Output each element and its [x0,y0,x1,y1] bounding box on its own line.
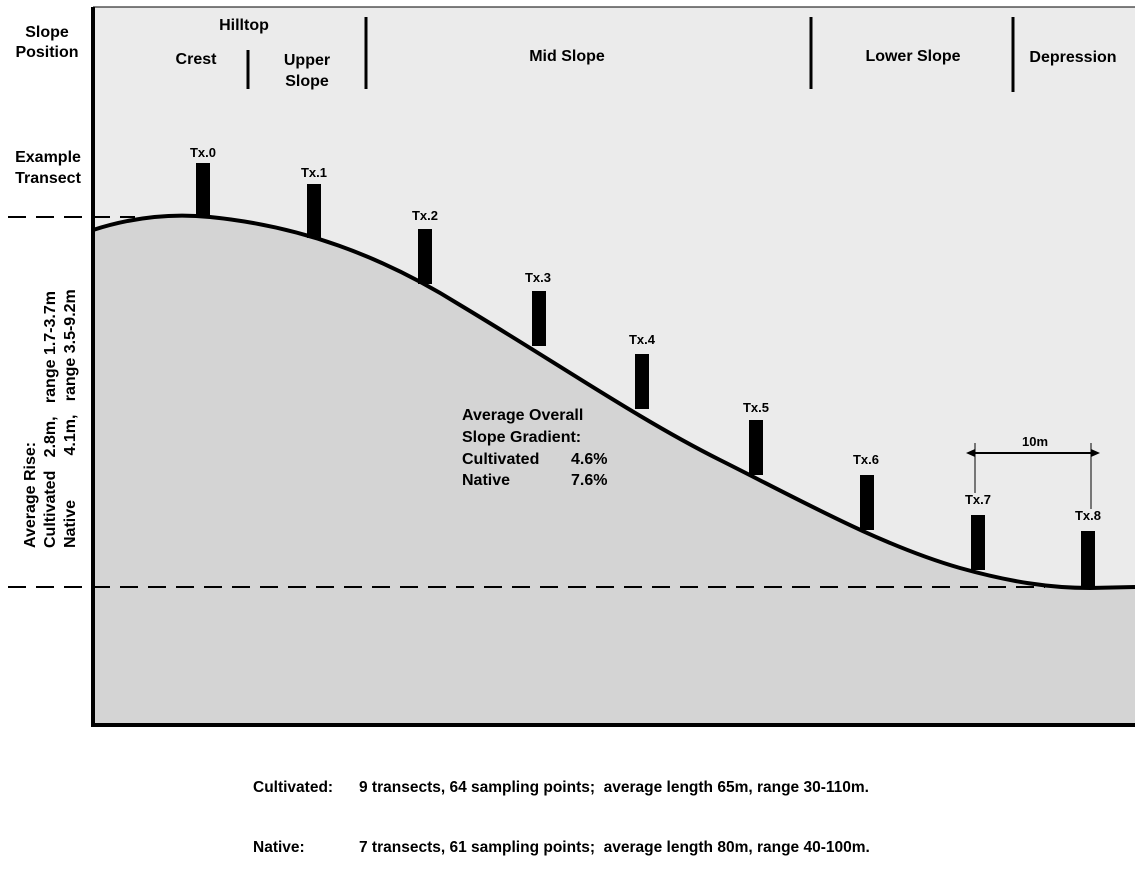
upper-slope-label-line2: Slope [285,73,329,90]
hilltop-label: Hilltop [219,17,269,34]
average-rise-cultivated: Cultivated 2.8m, range 1.7-3.7m [42,291,59,548]
slope-position-heading-line2: Position [15,44,78,61]
gradient-title-line1: Average Overall [462,407,583,424]
crest-label: Crest [176,51,218,68]
average-rise-native: Native 4.1m, range 3.5-9.2m [62,289,79,548]
footer-cultivated-text: 9 transects, 64 sampling points; average… [359,779,869,796]
gradient-cultivated-label: Cultivated [462,451,539,468]
transect-label-6: Tx.6 [853,452,879,467]
transect-label-4: Tx.4 [629,332,656,347]
example-transect-line1: Example [15,149,81,166]
transect-label-7: Tx.7 [965,492,991,507]
transect-label-1: Tx.1 [301,165,327,180]
depression-label: Depression [1029,49,1116,66]
ground-profile [93,215,1135,725]
transect-label-3: Tx.3 [525,270,551,285]
transect-post-5 [749,420,763,475]
upper-slope-label-line1: Upper [284,52,330,69]
transect-label-8: Tx.8 [1075,508,1101,523]
gradient-native-value: 7.6% [571,472,607,489]
slope-diagram: Slope Position Hilltop Crest Upper Slope… [8,6,1135,727]
transect-post-6 [860,475,874,530]
transect-post-1 [307,184,321,238]
footer-native-text: 7 transects, 61 sampling points; average… [359,839,870,856]
example-transect-line2: Transect [15,170,81,187]
lower-slope-label: Lower Slope [865,48,960,65]
transect-label-2: Tx.2 [412,208,438,223]
gradient-native-label: Native [462,472,510,489]
slope-surface-line [92,213,1135,591]
spacing-label: 10m [1022,434,1048,449]
footer-native-row: Native: 7 transects, 61 sampling points; … [253,838,870,858]
transect-post-3 [532,291,546,346]
spacing-dimension [966,443,1100,509]
transect-post-4 [635,354,649,409]
slope-position-heading-line1: Slope [25,24,69,41]
footer-cultivated-row: Cultivated: 9 transects, 64 sampling poin… [253,778,870,798]
footer-cultivated-label: Cultivated: [253,779,334,796]
gradient-title-line2: Slope Gradient: [462,429,581,446]
mid-slope-label: Mid Slope [529,48,605,65]
gradient-cultivated-value: 4.6% [571,451,607,468]
average-rise-title: Average Rise: [22,442,39,548]
transect-post-7 [971,515,985,570]
footer-native-label: Native: [253,839,305,856]
transect-label-5: Tx.5 [743,400,769,415]
transect-label-0: Tx.0 [190,145,216,160]
footer-summary: Cultivated: 9 transects, 64 sampling poin… [253,738,870,878]
transect-post-2 [418,229,432,284]
transect-post-0 [196,163,210,218]
transect-post-8 [1081,531,1095,586]
